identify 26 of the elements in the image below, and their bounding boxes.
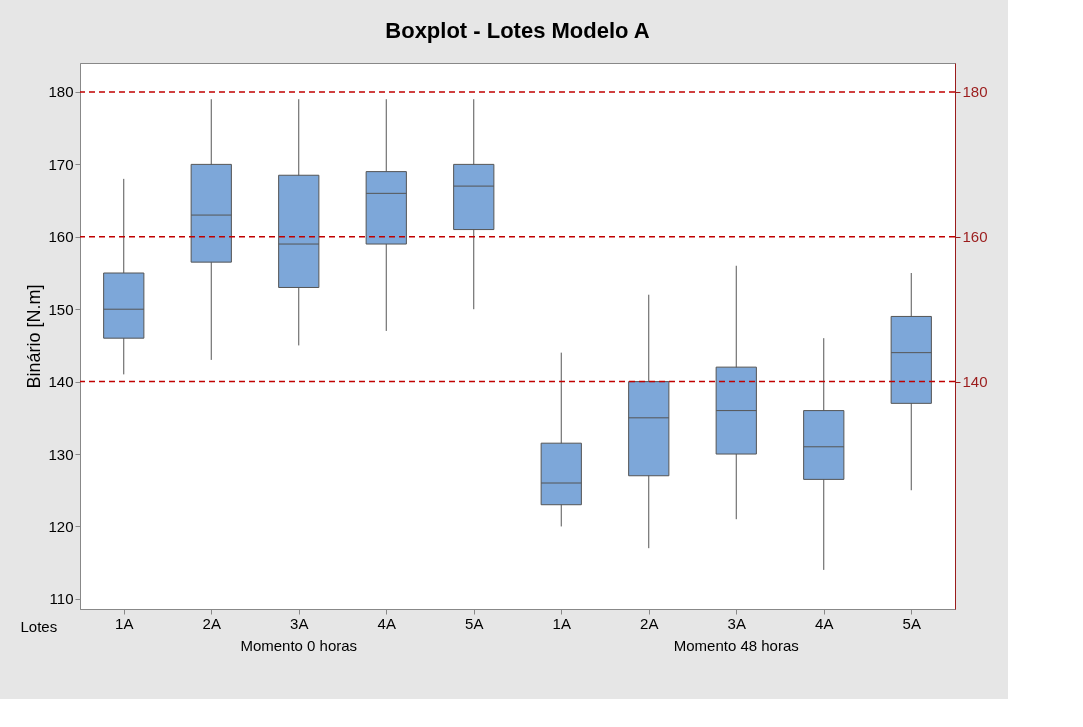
y-tick-label: 130 xyxy=(48,445,74,463)
y2-tick-label: 160 xyxy=(962,228,988,246)
y2-tick-label: 180 xyxy=(962,83,988,101)
x-tick-label: 3A xyxy=(290,614,309,632)
x-tick-label: 4A xyxy=(377,614,396,632)
y-tick-label: 140 xyxy=(48,373,74,391)
y-tick-label: 150 xyxy=(48,300,74,318)
y2-tick-label: 140 xyxy=(962,373,988,391)
x-tick-label: 5A xyxy=(902,614,921,632)
text: Momento 0 horas xyxy=(240,637,358,654)
x-tick-label: 2A xyxy=(202,614,221,632)
x-axis-title: Lotes xyxy=(20,617,58,635)
text: Momento 48 horas xyxy=(673,637,799,654)
y-tick-label: 170 xyxy=(48,155,74,173)
y-axis-title: Binário [N.m] xyxy=(24,284,45,389)
y-tick-label: 180 xyxy=(48,83,74,101)
y-tick-label: 160 xyxy=(48,228,74,246)
x-tick-label: 1A xyxy=(552,614,571,632)
x-tick-label: 1A xyxy=(115,614,134,632)
x-tick-label: 5A xyxy=(465,614,484,632)
y-tick-label: 110 xyxy=(49,590,74,608)
x-tick-label: 3A xyxy=(727,614,746,632)
y-tick-label: 120 xyxy=(48,517,74,535)
x-tick-label: 2A xyxy=(640,614,659,632)
chart-title: Boxplot - Lotes Modelo A xyxy=(385,18,650,43)
x-tick-label: 4A xyxy=(815,614,834,632)
